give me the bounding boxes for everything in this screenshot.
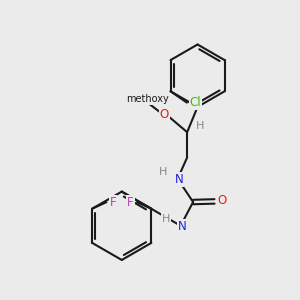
Text: H: H xyxy=(162,214,170,224)
Text: O: O xyxy=(217,194,226,207)
Text: H: H xyxy=(196,121,205,130)
Text: F: F xyxy=(127,196,134,209)
Text: N: N xyxy=(178,220,187,233)
Text: O: O xyxy=(160,108,169,121)
Text: N: N xyxy=(175,173,184,186)
Text: methoxy: methoxy xyxy=(126,94,168,104)
Text: H: H xyxy=(159,167,168,177)
Text: Cl: Cl xyxy=(189,96,201,109)
Text: F: F xyxy=(110,196,116,209)
